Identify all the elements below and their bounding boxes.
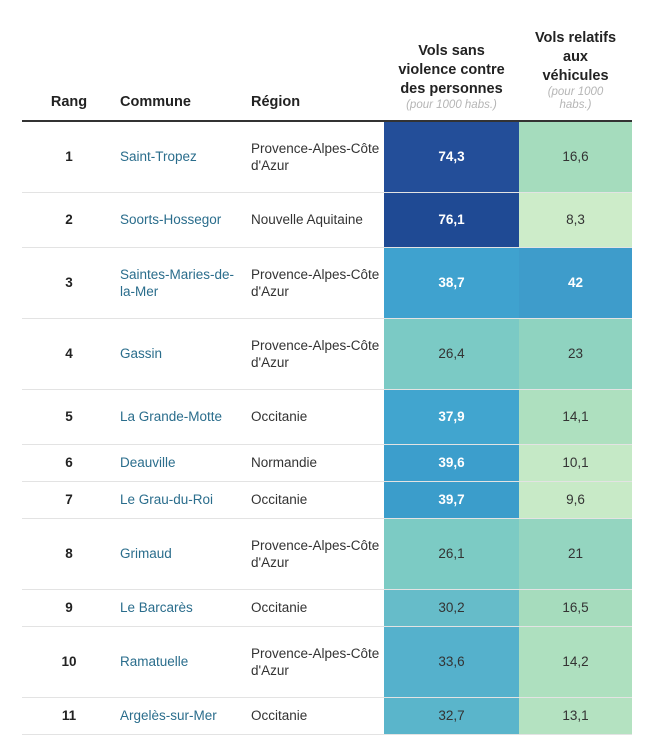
header-commune[interactable]: Commune	[118, 15, 249, 122]
vehicules-value-cell: 14,1	[519, 389, 632, 444]
commune-link[interactable]: Gassin	[120, 346, 163, 361]
table-row: 4 Gassin Provence-Alpes-Côte d'Azur 26,4…	[22, 318, 632, 389]
region-cell: Occitanie	[251, 600, 308, 615]
region-cell: Occitanie	[251, 409, 308, 424]
commune-link[interactable]: Ramatuelle	[120, 654, 189, 669]
rank-cell: 6	[65, 455, 73, 470]
commune-link[interactable]: La Grande-Motte	[120, 409, 223, 424]
vols-value-cell: 32,7	[384, 697, 519, 734]
commune-link[interactable]: Le Barcarès	[120, 600, 193, 615]
header-vols[interactable]: Vols sans violence contre des personnes …	[384, 15, 519, 122]
table-row: 7 Le Grau-du-Roi Occitanie 39,7 9,6	[22, 481, 632, 518]
rank-cell: 3	[65, 275, 73, 290]
table-body: 1 Saint-Tropez Provence-Alpes-Côte d'Azu…	[22, 121, 632, 734]
vehicules-value-cell: 8,3	[519, 192, 632, 247]
rank-cell: 10	[61, 654, 77, 669]
region-cell: Provence-Alpes-Côte d'Azur	[251, 140, 380, 173]
rank-cell: 4	[65, 346, 73, 361]
rank-cell: 5	[65, 409, 73, 424]
vols-value-cell: 30,2	[384, 589, 519, 626]
header-rang[interactable]: Rang	[22, 15, 118, 122]
vols-value-cell: 26,1	[384, 518, 519, 589]
region-cell: Occitanie	[251, 708, 308, 723]
vols-value-cell: 37,9	[384, 389, 519, 444]
table-row: 9 Le Barcarès Occitanie 30,2 16,5	[22, 589, 632, 626]
vehicules-value-cell: 16,6	[519, 121, 632, 192]
table-row: 2 Soorts-Hossegor Nouvelle Aquitaine 76,…	[22, 192, 632, 247]
vols-value-cell: 39,6	[384, 444, 519, 481]
vols-value-cell: 33,6	[384, 626, 519, 697]
table-row: 1 Saint-Tropez Provence-Alpes-Côte d'Azu…	[22, 121, 632, 192]
vols-value-cell: 76,1	[384, 192, 519, 247]
vehicules-value-cell: 23	[519, 318, 632, 389]
table-row: 8 Grimaud Provence-Alpes-Côte d'Azur 26,…	[22, 518, 632, 589]
header-vehicules[interactable]: Vols relatifs aux véhicules (pour 1000 h…	[519, 15, 632, 122]
rank-cell: 1	[65, 149, 73, 165]
rank-cell: 9	[65, 600, 73, 615]
commune-link[interactable]: Le Grau-du-Roi	[120, 492, 214, 507]
commune-link[interactable]: Saintes-Maries-de-la-Mer	[120, 266, 235, 299]
vehicules-value-cell: 42	[519, 247, 632, 318]
region-cell: Provence-Alpes-Côte d'Azur	[251, 537, 380, 570]
rank-cell: 7	[65, 492, 73, 507]
region-cell: Provence-Alpes-Côte d'Azur	[251, 337, 380, 370]
commune-link[interactable]: Argelès-sur-Mer	[120, 708, 217, 723]
header-vehicules-unit: (pour 1000 habs.)	[547, 86, 604, 111]
region-cell: Provence-Alpes-Côte d'Azur	[251, 266, 380, 299]
vehicules-value-cell: 13,1	[519, 697, 632, 734]
vols-value-cell: 26,4	[384, 318, 519, 389]
vehicules-value-cell: 9,6	[519, 481, 632, 518]
commune-link[interactable]: Soorts-Hossegor	[120, 212, 222, 227]
commune-link[interactable]: Grimaud	[120, 546, 172, 561]
table-row: 3 Saintes-Maries-de-la-Mer Provence-Alpe…	[22, 247, 632, 318]
region-cell: Occitanie	[251, 492, 308, 507]
vols-value-cell: 38,7	[384, 247, 519, 318]
commune-link[interactable]: Saint-Tropez	[120, 149, 197, 165]
vehicules-value-cell: 14,2	[519, 626, 632, 697]
header-region[interactable]: Région	[249, 15, 384, 122]
region-cell: Nouvelle Aquitaine	[251, 212, 363, 227]
vehicules-value-cell: 16,5	[519, 589, 632, 626]
commune-link[interactable]: Deauville	[120, 455, 176, 470]
rank-cell: 11	[61, 708, 77, 723]
rank-cell: 8	[65, 546, 73, 561]
table-row: 5 La Grande-Motte Occitanie 37,9 14,1	[22, 389, 632, 444]
table-row: 11 Argelès-sur-Mer Occitanie 32,7 13,1	[22, 697, 632, 734]
vols-value-cell: 39,7	[384, 481, 519, 518]
region-cell: Normandie	[251, 455, 318, 470]
header-vols-unit: (pour 1000 habs.)	[406, 99, 497, 111]
table-row: 6 Deauville Normandie 39,6 10,1	[22, 444, 632, 481]
vols-value-cell: 74,3	[384, 121, 519, 192]
table-row: 10 Ramatuelle Provence-Alpes-Côte d'Azur…	[22, 626, 632, 697]
vehicules-value-cell: 21	[519, 518, 632, 589]
region-cell: Provence-Alpes-Côte d'Azur	[251, 645, 380, 678]
crime-ranking-table: Rang Commune Région Vols sans violence c…	[22, 15, 632, 735]
vehicules-value-cell: 10,1	[519, 444, 632, 481]
header-row: Rang Commune Région Vols sans violence c…	[22, 15, 632, 122]
rank-cell: 2	[65, 212, 73, 227]
